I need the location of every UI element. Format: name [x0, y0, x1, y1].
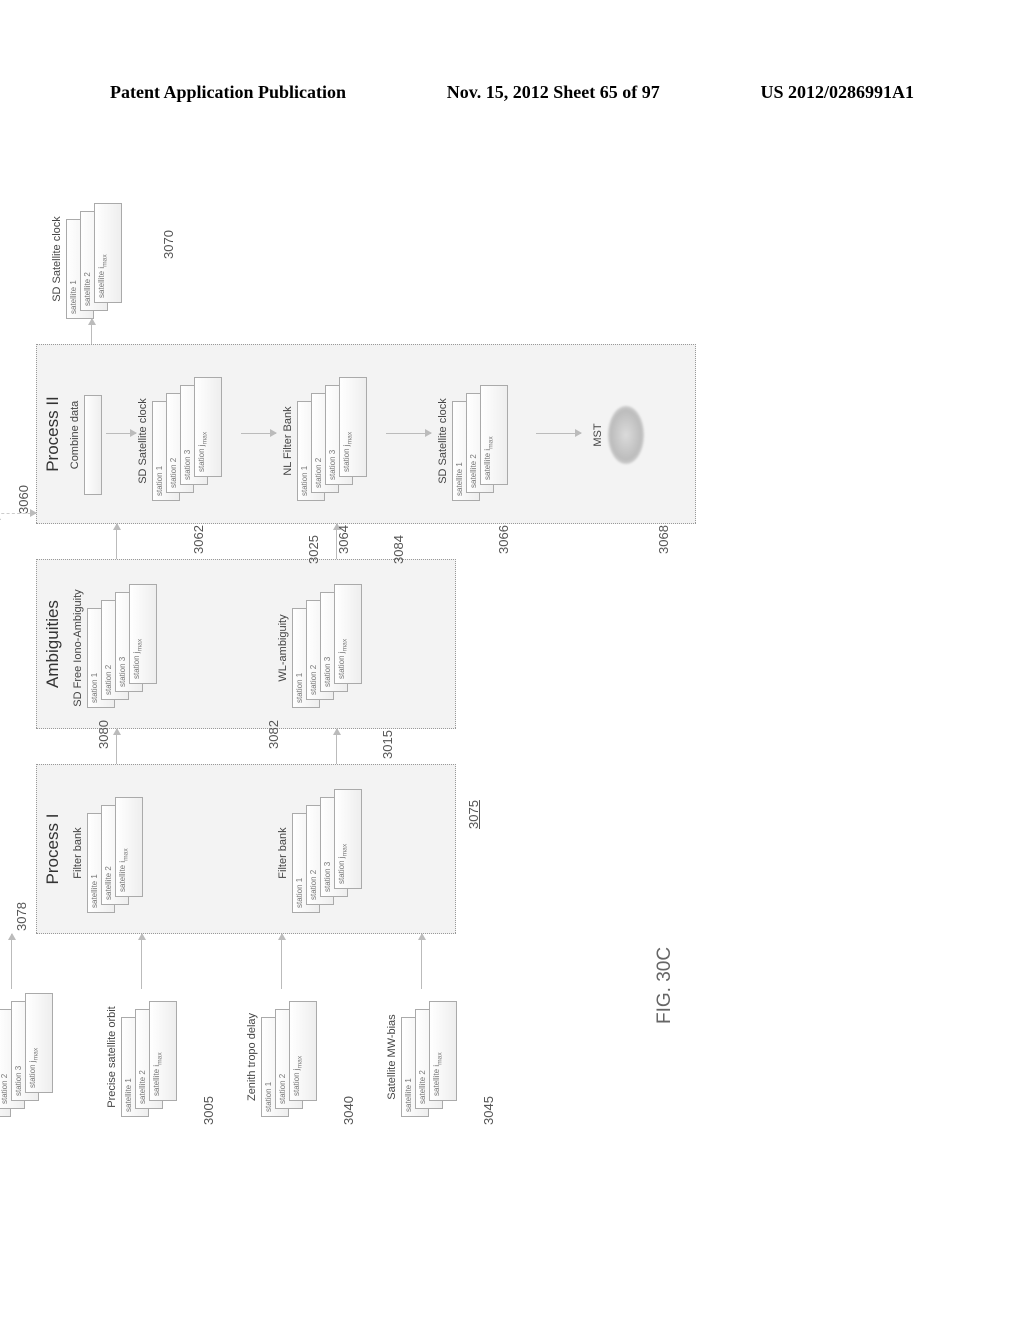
label: SD Satellite clock — [137, 381, 149, 501]
ref-3082: 3082 — [266, 720, 281, 749]
sheet: station jmax — [334, 789, 362, 889]
label: SD Free Iono-Ambiguity — [72, 588, 84, 708]
ref-3080: 3080 — [96, 720, 111, 749]
ref-3062: 3062 — [191, 525, 206, 554]
ref-3075: 3075 — [466, 800, 481, 829]
box-process-1: Process I Filter bank satellite 1 satell… — [36, 764, 456, 934]
sheet: satellite imax — [94, 203, 122, 303]
ref-3070: 3070 — [161, 230, 176, 259]
stack-sd-free-iono: SD Free Iono-Ambiguity station 1 station… — [72, 588, 162, 708]
header-mid: Nov. 15, 2012 Sheet 65 of 97 — [447, 82, 660, 103]
sheet: satellite imax — [429, 1001, 457, 1101]
label: Filter bank — [277, 793, 289, 913]
arrow — [141, 934, 142, 989]
sheet: station jmax — [25, 993, 53, 1093]
arrow — [11, 934, 12, 989]
stack-filter-bank-top: Filter bank satellite 1 satellite 2 sate… — [72, 793, 162, 913]
arrow — [386, 433, 431, 434]
mst-graphic — [608, 406, 644, 464]
label: SD Satellite clock — [437, 381, 449, 501]
sheets: satellite 1 satellite 2 satellite imax — [87, 793, 159, 913]
ref-3078: 3078 — [14, 902, 29, 931]
arrow — [116, 729, 117, 764]
figure-rotated-container: + station 1 station 2 station 3 station … — [0, 309, 906, 1129]
sheet: station jmax — [339, 377, 367, 477]
ref-3084: 3084 — [391, 535, 406, 564]
sheets: station 1 station 2 station 3 station jm… — [87, 588, 159, 708]
sheets-gnss: station 1 station 2 station 3 station jm… — [0, 997, 55, 1117]
title: Process I — [43, 765, 63, 933]
label: Combine data — [69, 375, 81, 495]
ref-3060: 3060 — [16, 485, 31, 514]
stack-filter-bank-bot: Filter bank station 1 station 2 station … — [277, 793, 367, 913]
sheet: station jmax — [129, 584, 157, 684]
sheets: station 1 station 2 station 3 station jm… — [152, 381, 224, 501]
sheets: station 1 station 2 station 3 station jm… — [292, 588, 364, 708]
ref-3025: 3025 — [306, 535, 321, 564]
arrow — [421, 934, 422, 989]
stack-precise-orbit: Precise satellite orbit satellite 1 sate… — [106, 997, 196, 1117]
sheets: station 1 station 2 station jmax — [261, 997, 333, 1117]
stack-zenith-tropo: Zenith tropo delay station 1 station 2 s… — [246, 997, 336, 1117]
sheet: station jmax — [334, 584, 362, 684]
sheet: station jmax — [289, 1001, 317, 1101]
sheet: satellite imax — [115, 797, 143, 897]
label: SD Satellite clock — [51, 199, 63, 319]
stack-mst: MST — [592, 375, 644, 495]
stack-sd-sat-clock-p2: SD Satellite clock station 1 station 2 s… — [137, 381, 227, 501]
ref-3015: 3015 — [380, 730, 395, 759]
stack-gnss-obs: + station 1 station 2 station 3 station … — [0, 997, 58, 1117]
label: Zenith tropo delay — [246, 997, 258, 1117]
box-ambiguities: Ambiguities SD Free Iono-Ambiguity stati… — [36, 559, 456, 729]
sheets: station 1 station 2 station 3 station jm… — [297, 381, 369, 501]
ref-3066: 3066 — [496, 525, 511, 554]
arrow — [116, 524, 117, 559]
stack-nl-filter-bank: NL Filter Bank station 1 station 2 stati… — [282, 381, 372, 501]
label: Filter bank — [72, 793, 84, 913]
header-left: Patent Application Publication — [110, 82, 346, 103]
stack-wl-ambiguity: WL-ambiguity station 1 station 2 station… — [277, 588, 367, 708]
sheets: station 1 station 2 station 3 station jm… — [292, 793, 364, 913]
ref-3064: 3064 — [336, 525, 351, 554]
label: NL Filter Bank — [282, 381, 294, 501]
sheets: satellite 1 satellite 2 satellite imax — [401, 997, 473, 1117]
sheets — [84, 375, 102, 495]
sheet: satellite imax — [480, 385, 508, 485]
label: Precise satellite orbit — [106, 997, 118, 1117]
stack-combine-data: Combine data — [69, 375, 102, 495]
page-header: Patent Application Publication Nov. 15, … — [0, 82, 1024, 103]
ref-3040: 3040 — [341, 1096, 356, 1125]
arrow — [336, 729, 337, 764]
arrow — [241, 433, 276, 434]
arrow — [281, 934, 282, 989]
label: Satellite MW-bias — [386, 997, 398, 1117]
arrow — [106, 433, 136, 434]
arrow — [91, 319, 92, 344]
title: Ambiguities — [43, 560, 63, 728]
sheet — [84, 395, 102, 495]
figure-label: FIG. 30C — [654, 947, 676, 1024]
label: MST — [592, 375, 604, 495]
ref-3005: 3005 — [201, 1096, 216, 1125]
label: WL-ambiguity — [277, 588, 289, 708]
stack-sd-sat-clock-out: SD Satellite clock satellite 1 satellite… — [51, 199, 141, 319]
ref-3068: 3068 — [656, 525, 671, 554]
header-right: US 2012/0286991A1 — [760, 82, 914, 103]
sheets: satellite 1 satellite 2 satellite imax — [121, 997, 193, 1117]
figure-30c: + station 1 station 2 station 3 station … — [0, 184, 711, 1129]
sheets: satellite 1 satellite 2 satellite imax — [66, 199, 138, 319]
sheet: station jmax — [194, 377, 222, 477]
stack-sd-sat-clock-avg: SD Satellite clock satellite 1 satellite… — [437, 381, 527, 501]
ref-3045: 3045 — [481, 1096, 496, 1125]
sheets: satellite 1 satellite 2 satellite imax — [452, 381, 524, 501]
arrow — [536, 433, 581, 434]
stack-sat-mw-bias: Satellite MW-bias satellite 1 satellite … — [386, 997, 476, 1117]
sheet: satellite imax — [149, 1001, 177, 1101]
title: Process II — [43, 345, 63, 523]
